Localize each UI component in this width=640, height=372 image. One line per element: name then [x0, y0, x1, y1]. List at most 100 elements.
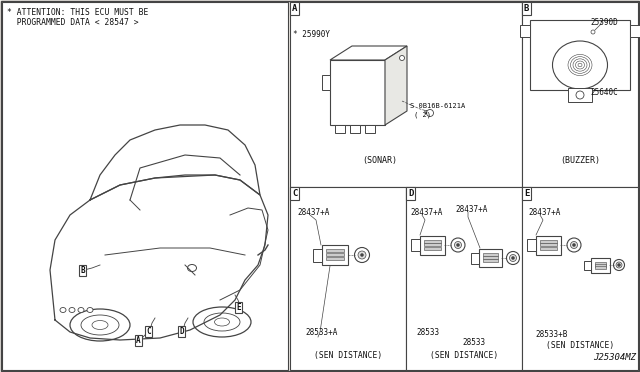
Bar: [568, 88, 592, 102]
Bar: [536, 236, 561, 255]
Bar: [530, 20, 630, 90]
Text: D: D: [408, 189, 413, 198]
Text: 28533: 28533: [462, 338, 485, 347]
Bar: [424, 243, 441, 246]
Text: C: C: [292, 189, 298, 198]
Text: J25304MZ: J25304MZ: [593, 353, 636, 362]
Ellipse shape: [355, 247, 369, 263]
Ellipse shape: [511, 257, 515, 260]
Ellipse shape: [214, 318, 230, 326]
Text: ( 2): ( 2): [414, 111, 431, 118]
Text: PROGRAMMED DATA < 28547 >: PROGRAMMED DATA < 28547 >: [7, 18, 139, 27]
Bar: [522, 187, 638, 370]
Ellipse shape: [193, 307, 251, 337]
Bar: [520, 25, 530, 37]
Bar: [584, 261, 591, 270]
Text: 25390D: 25390D: [590, 18, 618, 27]
Ellipse shape: [616, 262, 622, 268]
Ellipse shape: [426, 109, 433, 116]
Bar: [527, 239, 536, 251]
Text: C: C: [146, 327, 150, 336]
Bar: [330, 60, 385, 125]
Text: (BUZZER): (BUZZER): [560, 156, 600, 165]
Text: S 0B16B-6121A: S 0B16B-6121A: [410, 103, 465, 109]
Polygon shape: [385, 46, 407, 125]
Ellipse shape: [506, 251, 520, 264]
Ellipse shape: [451, 238, 465, 252]
Bar: [471, 253, 479, 264]
Text: 28437+A: 28437+A: [455, 205, 488, 214]
Bar: [326, 249, 344, 252]
Text: E: E: [236, 303, 241, 312]
Ellipse shape: [360, 253, 364, 257]
Text: * ATTENTION: THIS ECU MUST BE: * ATTENTION: THIS ECU MUST BE: [7, 8, 148, 17]
Ellipse shape: [92, 321, 108, 330]
Bar: [2, 2, 288, 370]
Ellipse shape: [87, 308, 93, 312]
Bar: [424, 240, 441, 243]
Ellipse shape: [69, 308, 75, 312]
Bar: [591, 258, 610, 273]
Bar: [595, 264, 606, 267]
Ellipse shape: [552, 41, 607, 89]
Text: B: B: [524, 4, 529, 13]
Bar: [326, 253, 344, 256]
Text: E: E: [524, 189, 529, 198]
Bar: [540, 247, 557, 250]
Text: A: A: [136, 336, 141, 345]
Ellipse shape: [78, 308, 84, 312]
Bar: [595, 266, 606, 269]
Ellipse shape: [454, 241, 461, 248]
Bar: [483, 256, 498, 259]
Ellipse shape: [399, 55, 404, 61]
Text: 28533+A: 28533+A: [305, 328, 337, 337]
Bar: [483, 259, 498, 262]
Text: * 25990Y: * 25990Y: [293, 30, 330, 39]
Bar: [326, 257, 344, 260]
Ellipse shape: [456, 244, 460, 247]
Ellipse shape: [70, 309, 130, 341]
Bar: [630, 25, 640, 37]
Bar: [540, 240, 557, 243]
Bar: [350, 125, 360, 133]
Text: 25640C: 25640C: [590, 88, 618, 97]
Bar: [411, 239, 420, 251]
Text: (SEN DISTANCE): (SEN DISTANCE): [314, 351, 382, 360]
Text: A: A: [292, 4, 298, 13]
Polygon shape: [322, 75, 330, 90]
Bar: [365, 125, 375, 133]
Ellipse shape: [591, 30, 595, 34]
Ellipse shape: [188, 264, 196, 272]
Ellipse shape: [358, 251, 366, 259]
Text: 28533+B: 28533+B: [535, 330, 568, 339]
Ellipse shape: [567, 238, 581, 252]
Polygon shape: [330, 46, 407, 60]
Bar: [420, 236, 445, 255]
Bar: [335, 125, 345, 133]
Ellipse shape: [576, 91, 584, 99]
Ellipse shape: [509, 254, 516, 262]
Ellipse shape: [573, 244, 575, 247]
Text: 28437+A: 28437+A: [528, 208, 561, 217]
Text: B: B: [80, 266, 84, 275]
Ellipse shape: [81, 315, 119, 335]
Text: (SEN DISTANCE): (SEN DISTANCE): [546, 341, 614, 350]
Text: 28533: 28533: [416, 328, 439, 337]
Text: 28437+A: 28437+A: [297, 208, 330, 217]
Bar: [313, 249, 322, 262]
Text: S: S: [424, 110, 428, 115]
Ellipse shape: [614, 260, 625, 270]
Bar: [322, 245, 348, 265]
Bar: [406, 187, 522, 370]
Bar: [595, 262, 606, 265]
Text: 28437+A: 28437+A: [410, 208, 442, 217]
Bar: [540, 243, 557, 246]
Ellipse shape: [570, 241, 577, 248]
Text: D: D: [179, 327, 184, 336]
Bar: [522, 2, 638, 187]
Ellipse shape: [204, 313, 240, 331]
Bar: [290, 187, 406, 370]
Text: (SONAR): (SONAR): [362, 156, 397, 165]
Bar: [483, 253, 498, 256]
Ellipse shape: [618, 263, 621, 266]
